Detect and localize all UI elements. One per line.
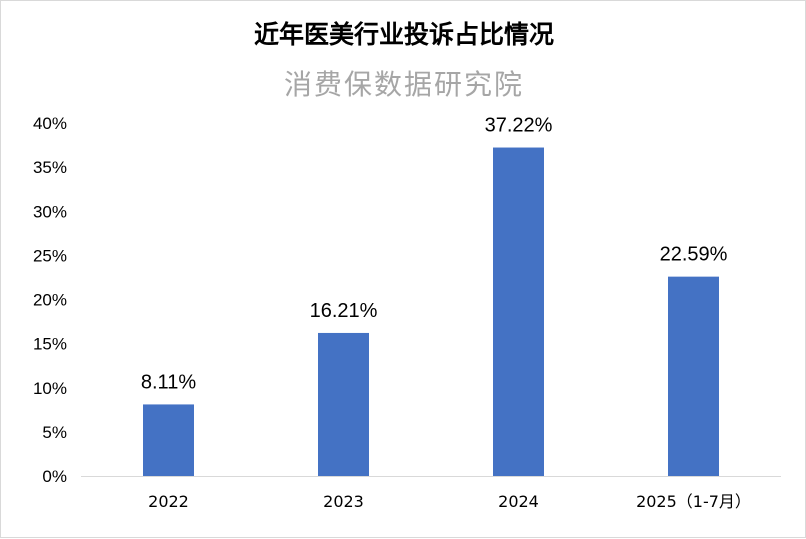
y-tick-label: 40% [33, 114, 67, 133]
y-tick-label: 15% [33, 335, 67, 354]
data-label: 8.11% [141, 371, 196, 393]
chart-title: 近年医美行业投诉占比情况 [253, 20, 554, 49]
chart-subtitle: 消费保数据研究院 [283, 68, 524, 101]
y-tick-label: 0% [42, 467, 67, 486]
y-tick-label: 30% [33, 202, 67, 221]
y-tick-label: 10% [33, 379, 67, 398]
x-category-label: 2025（1-7月） [636, 492, 751, 511]
y-tick-label: 35% [33, 158, 67, 177]
bar [318, 332, 369, 476]
bar [493, 147, 544, 476]
x-category-label: 2023 [323, 492, 364, 511]
bar [143, 404, 194, 476]
data-label: 37.22% [485, 115, 553, 137]
x-category-label: 2022 [148, 492, 189, 511]
data-label: 16.21% [310, 300, 378, 322]
y-tick-label: 20% [33, 291, 67, 310]
bar [668, 276, 719, 476]
data-label: 22.59% [660, 244, 728, 266]
y-tick-label: 5% [42, 423, 67, 442]
y-tick-label: 25% [33, 246, 67, 265]
x-category-label: 2024 [498, 492, 539, 511]
